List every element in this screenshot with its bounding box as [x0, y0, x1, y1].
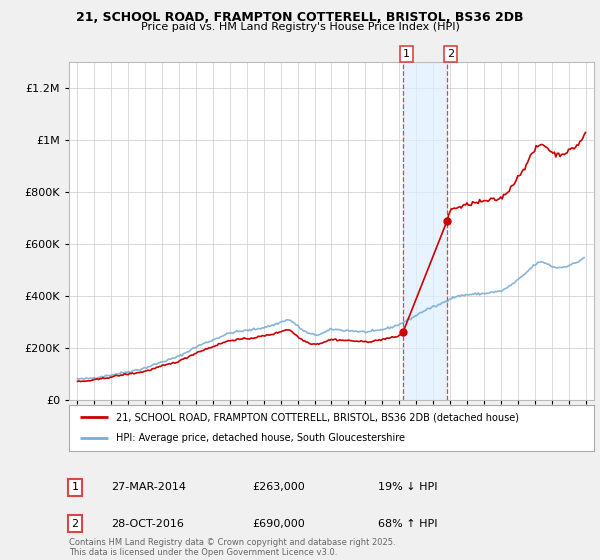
Text: HPI: Average price, detached house, South Gloucestershire: HPI: Average price, detached house, Sout…: [116, 433, 405, 444]
Text: £263,000: £263,000: [252, 482, 305, 492]
Text: 1: 1: [403, 49, 410, 59]
Text: 28-OCT-2016: 28-OCT-2016: [111, 519, 184, 529]
Text: 68% ↑ HPI: 68% ↑ HPI: [378, 519, 437, 529]
Text: 21, SCHOOL ROAD, FRAMPTON COTTERELL, BRISTOL, BS36 2DB: 21, SCHOOL ROAD, FRAMPTON COTTERELL, BRI…: [76, 11, 524, 24]
Text: 2: 2: [447, 49, 454, 59]
Text: 2: 2: [71, 519, 79, 529]
Text: 21, SCHOOL ROAD, FRAMPTON COTTERELL, BRISTOL, BS36 2DB (detached house): 21, SCHOOL ROAD, FRAMPTON COTTERELL, BRI…: [116, 412, 519, 422]
Text: Contains HM Land Registry data © Crown copyright and database right 2025.
This d: Contains HM Land Registry data © Crown c…: [69, 538, 395, 557]
Text: Price paid vs. HM Land Registry's House Price Index (HPI): Price paid vs. HM Land Registry's House …: [140, 22, 460, 32]
Bar: [403, 62, 447, 400]
Text: 1: 1: [71, 482, 79, 492]
Text: 19% ↓ HPI: 19% ↓ HPI: [378, 482, 437, 492]
Text: £690,000: £690,000: [252, 519, 305, 529]
Text: 27-MAR-2014: 27-MAR-2014: [111, 482, 186, 492]
